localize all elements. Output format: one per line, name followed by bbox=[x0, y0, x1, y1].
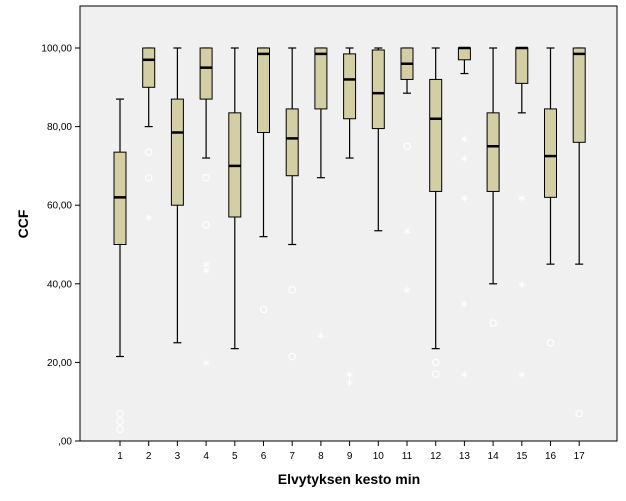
x-tick-label: 12 bbox=[430, 451, 442, 462]
box-6 bbox=[257, 47, 270, 314]
box-10 bbox=[371, 47, 385, 232]
box-12 bbox=[429, 47, 443, 378]
outlier-point bbox=[288, 352, 296, 361]
extreme-point: ∗ bbox=[460, 152, 469, 165]
box-1 bbox=[113, 98, 127, 433]
extreme-point: ∗ bbox=[517, 191, 526, 204]
extreme-point: ∗ bbox=[345, 376, 354, 389]
box-iqr bbox=[199, 47, 213, 100]
x-tick-label: 3 bbox=[175, 451, 181, 462]
outlier-point bbox=[575, 409, 583, 418]
extreme-point: ∗ bbox=[201, 356, 210, 369]
box-7 bbox=[285, 47, 299, 361]
x-tick-label: 5 bbox=[232, 451, 238, 462]
box-4: ∗∗∗ bbox=[199, 47, 213, 369]
y-axis-title: CCF bbox=[15, 209, 31, 238]
x-tick-label: 16 bbox=[545, 451, 557, 462]
x-axis-title: Elvytyksen kesto min bbox=[278, 471, 420, 487]
x-tick-label: 2 bbox=[146, 451, 152, 462]
box-iqr bbox=[429, 78, 443, 192]
x-tick-label: 14 bbox=[488, 451, 500, 462]
box-11: ∗∗ bbox=[400, 47, 414, 297]
box-iqr bbox=[343, 53, 357, 120]
y-tick-label: 100,00 bbox=[41, 44, 72, 55]
y-tick-label: ,00 bbox=[58, 437, 72, 448]
outlier-point bbox=[489, 319, 497, 327]
extreme-point: ∗ bbox=[201, 258, 210, 271]
extreme-point: ∗ bbox=[144, 211, 153, 224]
outlier-point bbox=[546, 338, 555, 347]
extreme-point: ∗ bbox=[517, 368, 526, 381]
extreme-point: ∗ bbox=[402, 284, 411, 297]
box-iqr bbox=[572, 47, 586, 143]
extreme-point: ∗ bbox=[460, 297, 469, 310]
x-tick-label: 15 bbox=[516, 451, 528, 462]
outlier-point bbox=[116, 409, 124, 418]
outlier-point bbox=[144, 148, 153, 156]
outlier-point bbox=[403, 142, 411, 151]
box-17 bbox=[572, 47, 586, 418]
x-axis: 1 2 3 4 5 6 7 8 9 10 11 12 13 14 15 16 17 bbox=[117, 441, 585, 462]
outlier-point bbox=[116, 417, 124, 426]
box-iqr bbox=[544, 108, 557, 198]
extreme-point: ∗ bbox=[402, 225, 411, 238]
y-tick-label: 80,00 bbox=[47, 122, 72, 133]
y-axis: ,00 20,00 40,00 60,00 80,00 100,00 bbox=[41, 44, 80, 448]
box-3 bbox=[170, 47, 184, 344]
box-5 bbox=[228, 47, 242, 350]
box-8: ∗ bbox=[314, 47, 328, 342]
outlier-point bbox=[288, 285, 296, 294]
extreme-point: ∗ bbox=[316, 329, 325, 342]
box-iqr bbox=[486, 112, 500, 192]
x-tick-label: 11 bbox=[402, 451, 413, 462]
extreme-point: ∗ bbox=[345, 368, 354, 381]
box-14 bbox=[486, 47, 500, 327]
y-tick-label: 60,00 bbox=[47, 201, 72, 212]
y-tick-label: 20,00 bbox=[47, 358, 72, 369]
box-16 bbox=[544, 47, 557, 347]
box-iqr bbox=[142, 47, 156, 88]
box-9: ∗∗ bbox=[343, 47, 357, 389]
extreme-point: ∗ bbox=[460, 132, 469, 145]
box-2: ∗ bbox=[142, 47, 156, 224]
x-tick-label: 10 bbox=[373, 451, 385, 462]
box-15: ∗ ∗ ∗ bbox=[515, 46, 529, 381]
outlier-point bbox=[144, 173, 153, 182]
outlier-point bbox=[116, 425, 124, 433]
y-tick-label: 40,00 bbox=[47, 279, 72, 290]
extreme-point: ∗ bbox=[201, 264, 210, 277]
x-tick-label: 7 bbox=[289, 451, 295, 462]
box-iqr bbox=[285, 108, 299, 177]
outlier-point bbox=[431, 370, 440, 378]
outlier-point bbox=[202, 173, 210, 182]
outlier-point bbox=[259, 305, 268, 314]
x-tick-label: 6 bbox=[261, 451, 267, 462]
outlier-point bbox=[431, 358, 440, 367]
extreme-point: ∗ bbox=[517, 278, 526, 291]
x-tick-label: 1 bbox=[117, 451, 123, 462]
x-tick-label: 9 bbox=[347, 451, 353, 462]
box-iqr bbox=[170, 98, 184, 206]
x-tick-label: 17 bbox=[574, 451, 586, 462]
outlier-point bbox=[202, 221, 210, 229]
box-iqr bbox=[257, 47, 270, 133]
box-iqr bbox=[457, 47, 471, 61]
x-tick-label: 8 bbox=[318, 451, 324, 462]
x-tick-label: 13 bbox=[459, 451, 471, 462]
extreme-point: ∗ bbox=[460, 191, 469, 204]
box-iqr bbox=[314, 47, 328, 110]
x-tick-label: 4 bbox=[203, 451, 209, 462]
extreme-point: ∗ bbox=[460, 368, 469, 381]
box-iqr bbox=[515, 47, 529, 84]
box-group: ∗∗∗∗∗∗∗∗∗∗∗∗∗∗∗∗∗ bbox=[113, 46, 586, 433]
box-iqr bbox=[371, 49, 385, 130]
box-13: ∗ ∗ ∗ ∗ ∗ bbox=[457, 46, 471, 381]
